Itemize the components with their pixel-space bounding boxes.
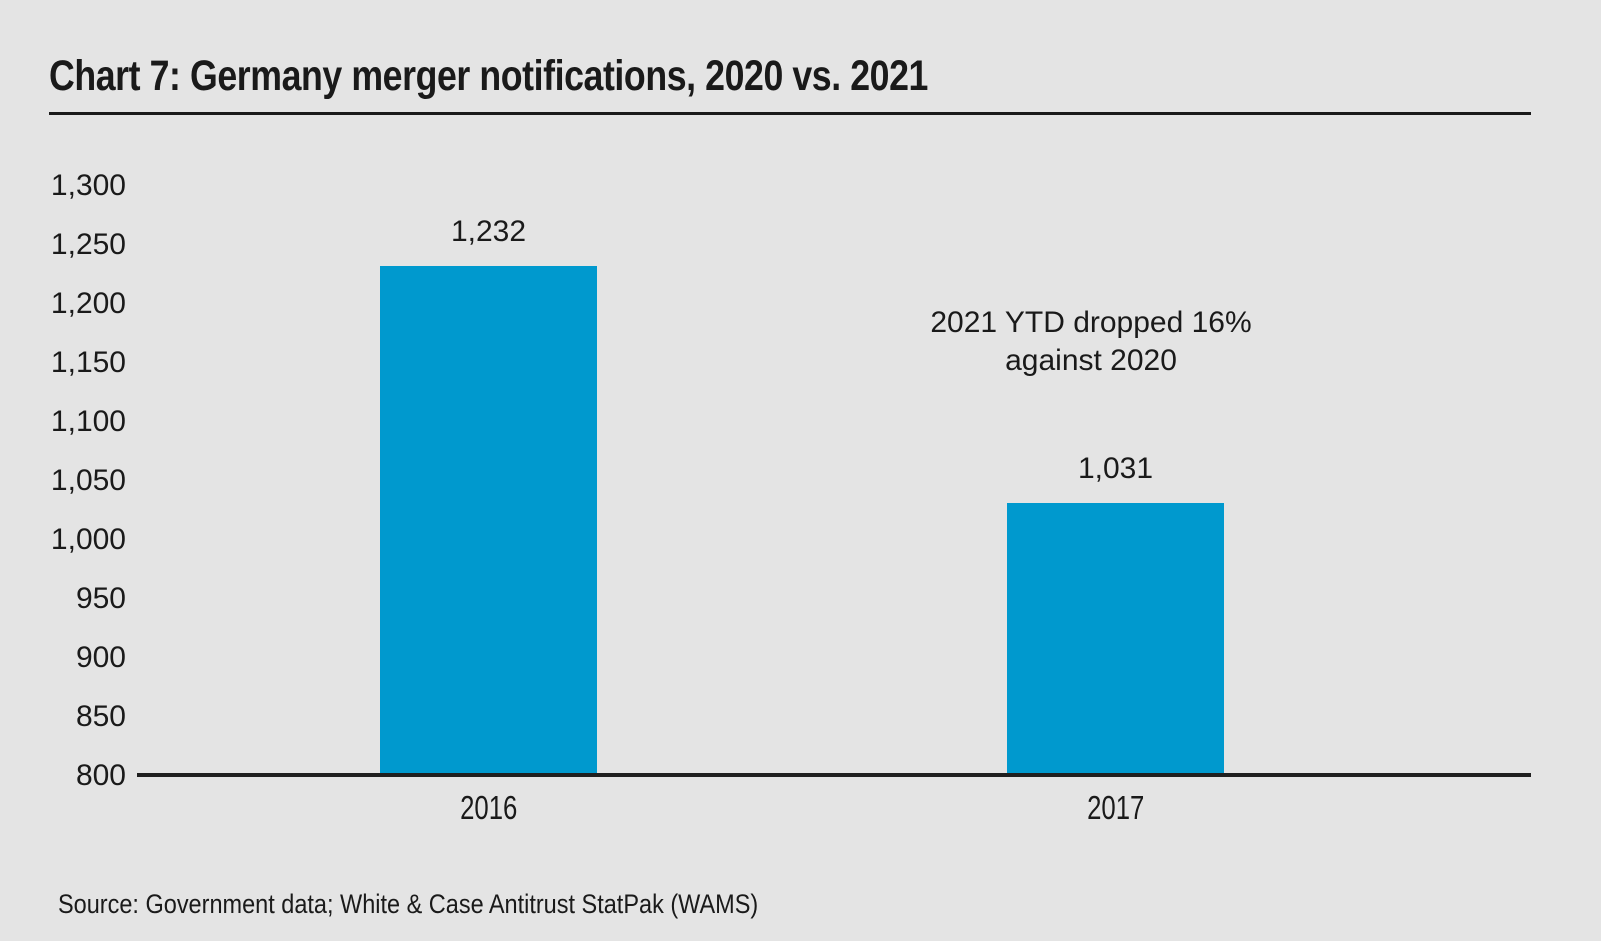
y-axis-tick-label: 1,100: [50, 405, 126, 438]
bar-value-label-2016: 1,232: [450, 215, 527, 248]
y-axis-tick-label: 1,000: [50, 523, 126, 556]
y-axis-tick-label: 1,150: [50, 346, 126, 379]
y-axis-tick-label: 1,050: [50, 464, 126, 497]
y-axis-tick-label: 1,200: [50, 287, 126, 320]
category-label-2016: 2016: [380, 790, 597, 826]
y-axis-tick-label: 950: [75, 582, 126, 615]
chart-title-text: Chart 7: Germany merger notifications, 2…: [49, 52, 928, 100]
source-note: Source: Government data; White & Case An…: [58, 889, 863, 919]
bar-2017: [1007, 503, 1224, 776]
y-axis-tick-label: 850: [75, 700, 126, 733]
bar-2016: [380, 266, 597, 776]
category-label-2017-text: 2017: [1086, 789, 1145, 826]
annotation: 2021 YTD dropped 16% against 2020: [891, 304, 1291, 380]
y-axis-tick-label: 900: [75, 641, 126, 674]
category-label-2017: 2017: [1007, 790, 1224, 826]
y-axis-tick-label: 800: [75, 759, 126, 792]
annotation-line-2: against 2020: [1005, 344, 1177, 377]
category-label-2016-text: 2016: [459, 789, 518, 826]
bar-value-label-2017: 1,031: [1077, 452, 1154, 485]
source-note-text: Source: Government data; White & Case An…: [58, 889, 759, 919]
y-axis-tick-label: 1,300: [50, 169, 126, 202]
title-rule: [49, 112, 1531, 115]
x-axis-line: [137, 773, 1531, 777]
annotation-line-1: 2021 YTD dropped 16%: [930, 306, 1252, 339]
chart-title: Chart 7: Germany merger notifications, 2…: [49, 52, 1108, 101]
y-axis-tick-label: 1,250: [50, 228, 126, 261]
